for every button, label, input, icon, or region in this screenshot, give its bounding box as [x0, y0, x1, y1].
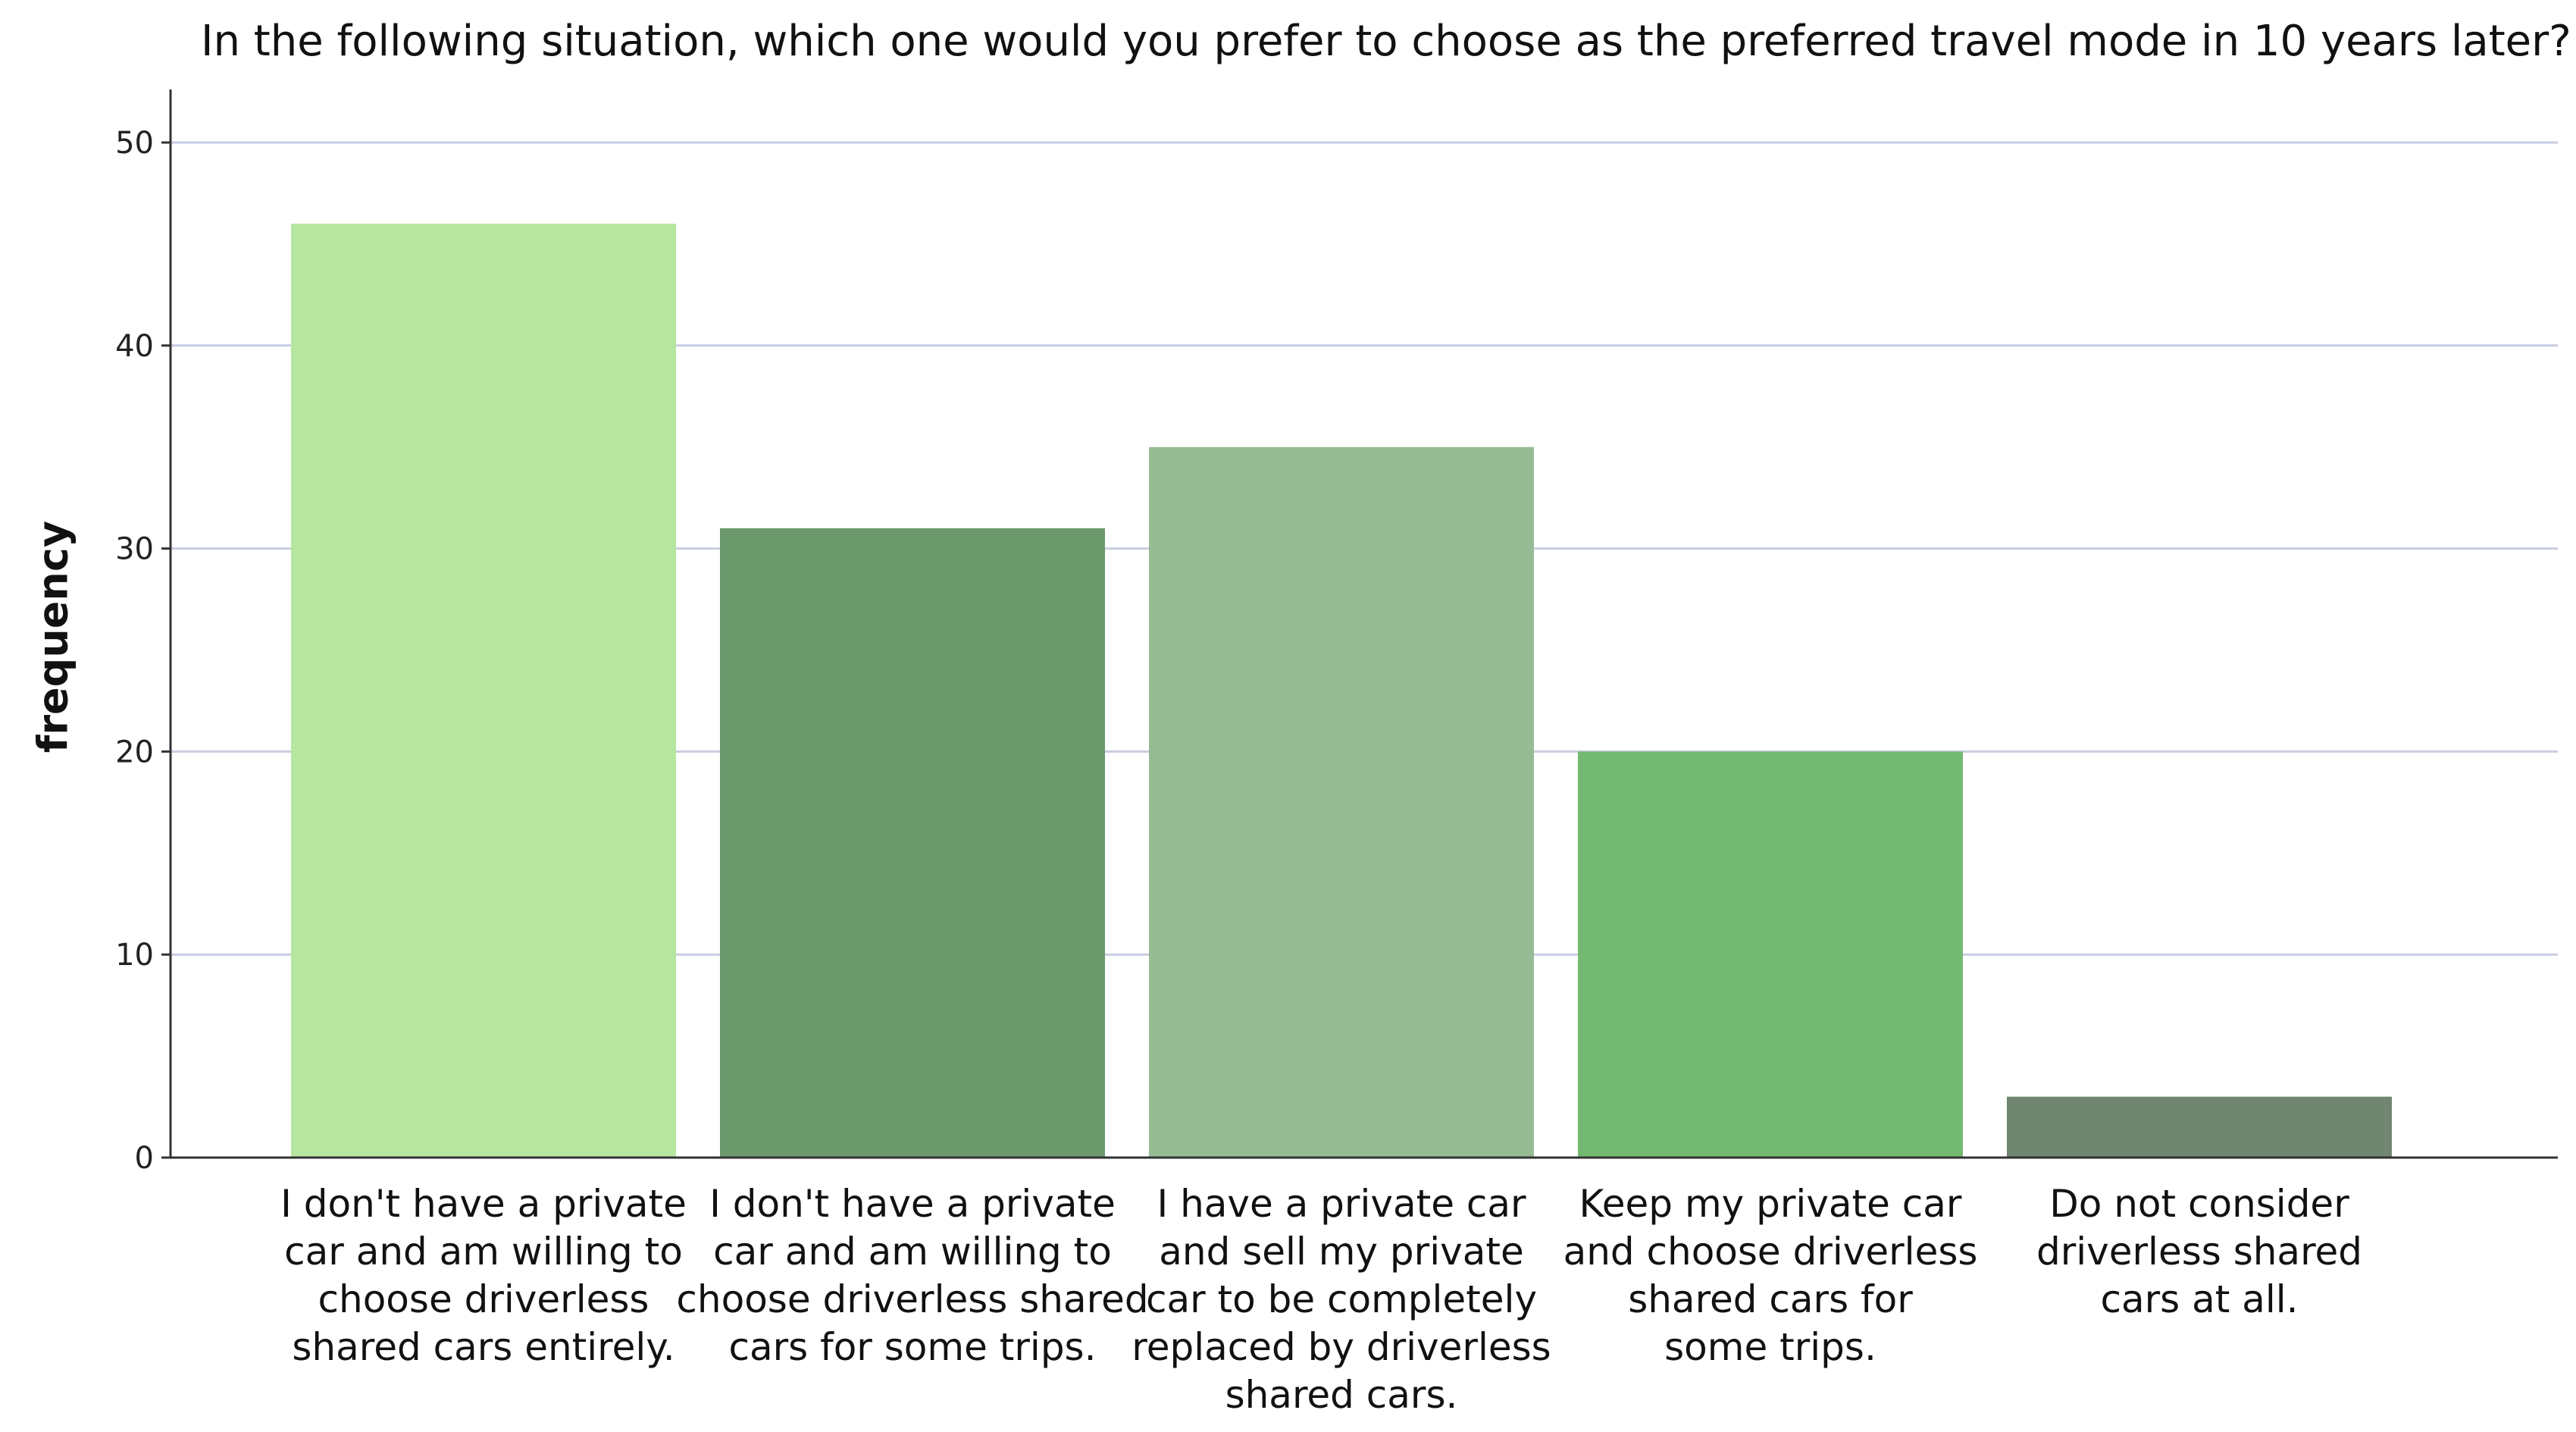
- bar: [720, 528, 1105, 1158]
- x-tick-label: I don't have a private car and am willing…: [676, 1182, 1148, 1369]
- y-tick-label: 40: [115, 329, 154, 364]
- y-tick-label: 20: [115, 735, 154, 769]
- bar: [291, 224, 676, 1158]
- chart-title: In the following situation, which one wo…: [201, 17, 2571, 66]
- y-tick-label: 0: [135, 1141, 154, 1176]
- x-tick-label: I have a private car and sell my private c…: [1131, 1182, 1551, 1417]
- x-tick-label: Do not consider driverless shared cars at …: [2036, 1182, 2362, 1321]
- x-tick-label: Keep my private car and choose driverless…: [1563, 1182, 1978, 1369]
- y-tick-label: 10: [115, 938, 154, 973]
- y-tick-label: 30: [115, 532, 154, 567]
- x-tick-label: I don't have a private car and am willing…: [280, 1182, 687, 1369]
- bar: [1149, 447, 1534, 1158]
- bar: [1578, 751, 1963, 1158]
- y-tick-label: 50: [115, 126, 154, 161]
- bar: [2007, 1096, 2392, 1158]
